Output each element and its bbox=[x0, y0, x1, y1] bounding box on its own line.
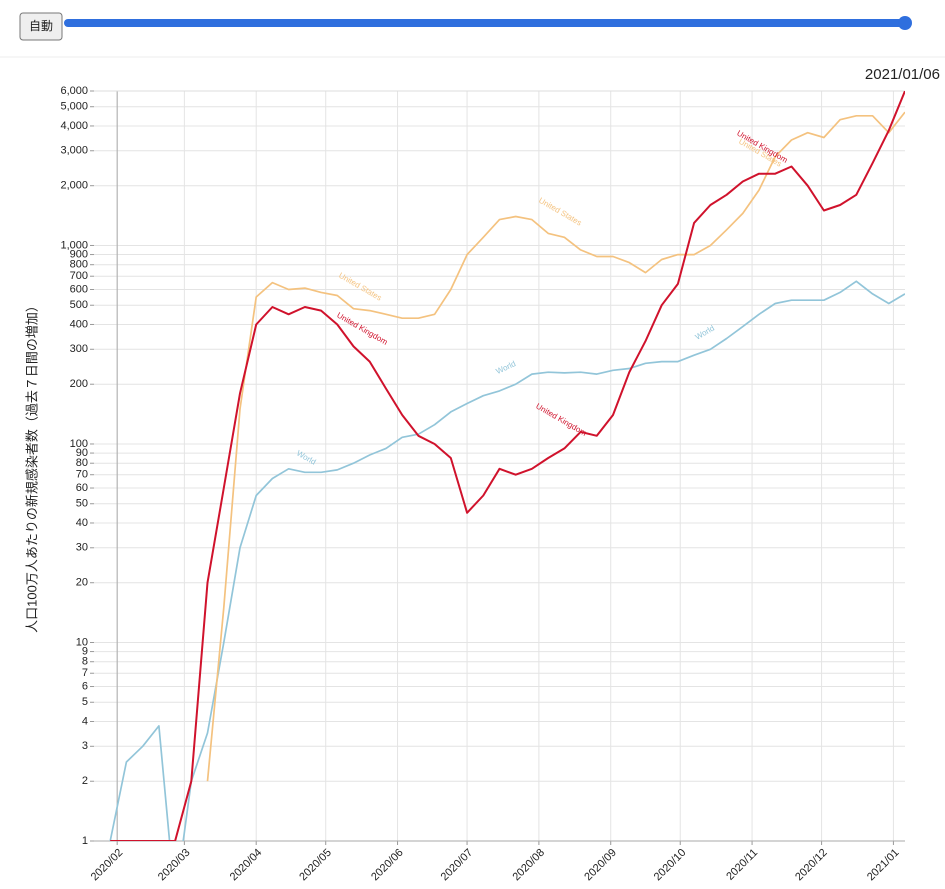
slider-knob[interactable] bbox=[898, 16, 912, 30]
series-label: World bbox=[295, 449, 317, 467]
x-tick-label: 2020/06 bbox=[369, 847, 406, 884]
y-tick-label: 5 bbox=[82, 696, 88, 708]
y-tick-label: 700 bbox=[70, 270, 88, 282]
series-label: United Kingdom bbox=[534, 402, 588, 438]
y-tick-label: 60 bbox=[76, 482, 88, 494]
x-tick-label: 2020/07 bbox=[439, 847, 476, 884]
y-tick-label: 6,000 bbox=[60, 85, 88, 97]
series-label: United States bbox=[337, 271, 383, 303]
series-label: United States bbox=[537, 196, 583, 228]
y-tick-label: 4,000 bbox=[60, 120, 88, 132]
y-tick-label: 30 bbox=[76, 542, 88, 554]
y-tick-label: 600 bbox=[70, 283, 88, 295]
auto-button[interactable] bbox=[19, 12, 63, 41]
y-tick-label: 20 bbox=[76, 577, 88, 589]
series-label: United Kingdom bbox=[335, 311, 389, 347]
x-tick-label: 2020/09 bbox=[582, 847, 619, 884]
series-line bbox=[109, 280, 905, 841]
x-tick-label: 2020/03 bbox=[156, 847, 193, 884]
y-tick-label: 8 bbox=[82, 656, 88, 668]
y-tick-label: 7 bbox=[82, 667, 88, 679]
y-tick-label: 100 bbox=[70, 438, 88, 450]
x-tick-label: 2020/04 bbox=[228, 847, 265, 884]
auto-button-label[interactable]: 自動 bbox=[29, 19, 53, 33]
y-tick-label: 2,000 bbox=[60, 180, 88, 192]
x-tick-label: 2020/02 bbox=[89, 847, 126, 884]
y-tick-label: 70 bbox=[76, 469, 88, 481]
y-tick-label: 2 bbox=[82, 775, 88, 787]
y-axis-label: 人口100万人あたりの新規感染者数（過去７日間の増加） bbox=[24, 299, 39, 633]
y-tick-label: 800 bbox=[70, 259, 88, 271]
x-tick-label: 2020/05 bbox=[297, 847, 334, 884]
series-label: World bbox=[495, 359, 518, 376]
x-tick-label: 2020/08 bbox=[510, 847, 547, 884]
y-tick-label: 1 bbox=[82, 835, 88, 847]
x-tick-label: 2020/12 bbox=[793, 847, 830, 884]
y-tick-label: 50 bbox=[76, 498, 88, 510]
y-tick-label: 10 bbox=[76, 636, 88, 648]
y-tick-label: 5,000 bbox=[60, 101, 88, 113]
y-tick-label: 80 bbox=[76, 457, 88, 469]
series-line bbox=[110, 91, 905, 841]
y-tick-label: 4 bbox=[82, 715, 88, 727]
x-tick-label: 2020/10 bbox=[652, 847, 689, 884]
y-tick-label: 200 bbox=[70, 378, 88, 390]
series-label: World bbox=[694, 324, 716, 342]
y-tick-label: 40 bbox=[76, 517, 88, 529]
y-tick-label: 1,000 bbox=[60, 239, 88, 251]
y-tick-label: 3,000 bbox=[60, 145, 88, 157]
y-tick-label: 90 bbox=[76, 447, 88, 459]
y-tick-label: 300 bbox=[70, 343, 88, 355]
x-tick-label: 2020/11 bbox=[724, 847, 760, 883]
series-line bbox=[206, 111, 905, 782]
y-tick-label: 3 bbox=[82, 740, 88, 752]
y-tick-label: 500 bbox=[70, 299, 88, 311]
y-tick-label: 900 bbox=[70, 248, 88, 260]
y-tick-label: 9 bbox=[82, 645, 88, 657]
current-date: 2021/01/06 bbox=[865, 66, 940, 83]
y-tick-label: 6 bbox=[82, 680, 88, 692]
x-tick-label: 2021/01 bbox=[865, 847, 902, 884]
y-tick-label: 400 bbox=[70, 318, 88, 330]
